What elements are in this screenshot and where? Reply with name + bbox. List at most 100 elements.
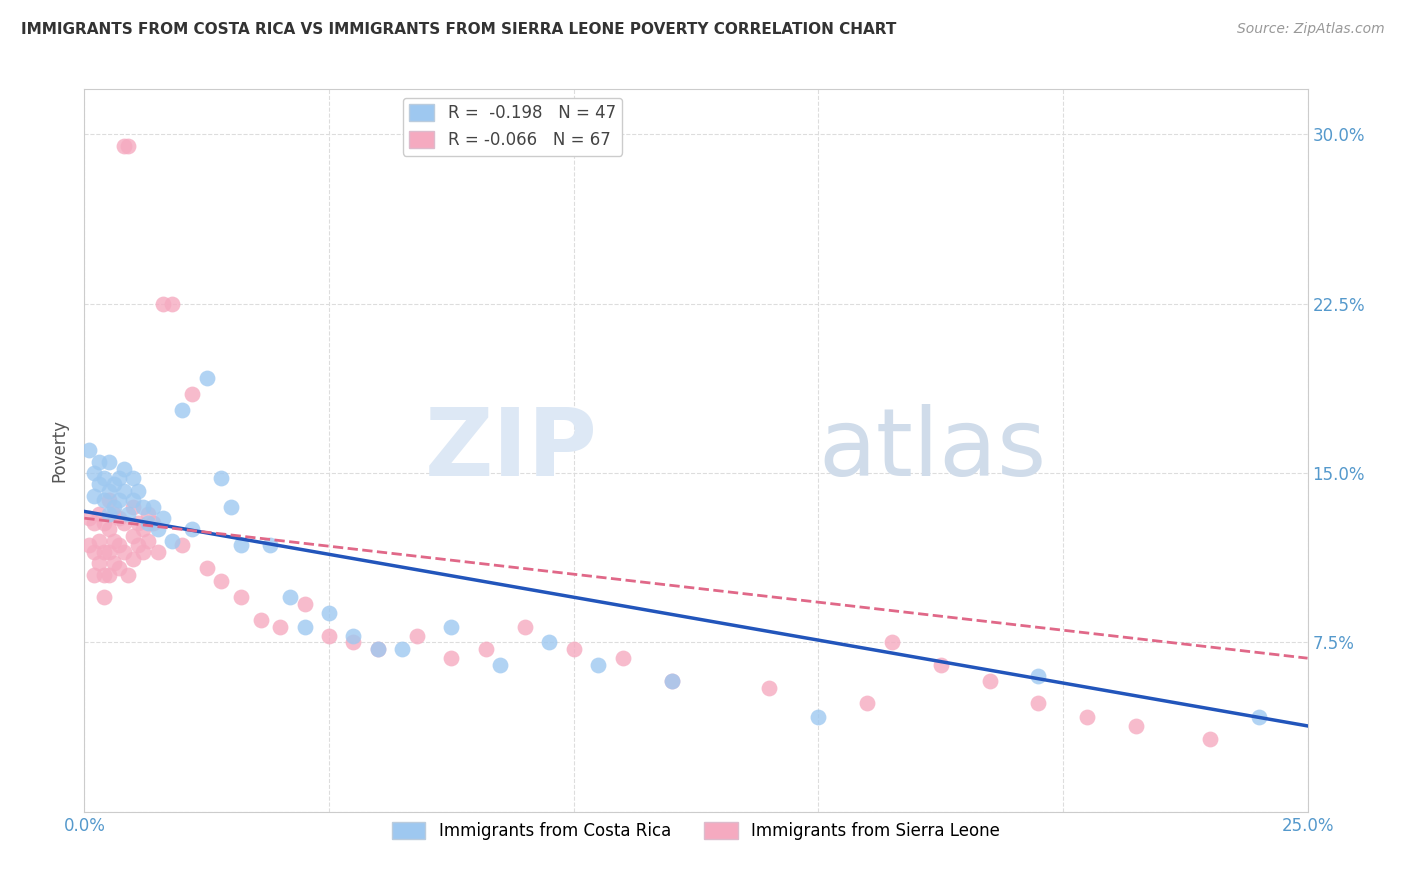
Point [122, 493, 145, 508]
Point [107, 470, 129, 484]
Point [195, 561, 218, 575]
Point [229, 591, 252, 605]
Point [87, 557, 110, 571]
Point [856, 696, 879, 710]
Point [278, 591, 301, 605]
Point [97, 567, 120, 582]
Point [342, 629, 364, 643]
Point [142, 500, 165, 514]
Point [93, 493, 115, 508]
Point [103, 507, 125, 521]
Point [136, 507, 159, 521]
Point [87, 507, 110, 521]
Point [103, 557, 125, 571]
Y-axis label: Poverty: Poverty [51, 419, 69, 482]
Point [83, 545, 105, 559]
Point [195, 371, 218, 385]
Point [97, 455, 120, 469]
Point [122, 500, 145, 514]
Point [77, 443, 100, 458]
Point [112, 138, 135, 153]
Point [87, 477, 110, 491]
Point [127, 484, 149, 499]
Point [132, 545, 155, 559]
Point [172, 538, 194, 552]
Point [342, 635, 364, 649]
Point [489, 657, 512, 672]
Point [132, 500, 155, 514]
Point [440, 619, 463, 633]
Point [1125, 719, 1147, 733]
Point [1198, 732, 1220, 747]
Text: Source: ZipAtlas.com: Source: ZipAtlas.com [1237, 22, 1385, 37]
Point [661, 673, 683, 688]
Point [538, 635, 561, 649]
Point [181, 523, 204, 537]
Point [112, 461, 135, 475]
Point [406, 629, 429, 643]
Point [1076, 710, 1098, 724]
Point [146, 523, 169, 537]
Legend: Immigrants from Costa Rica, Immigrants from Sierra Leone: Immigrants from Costa Rica, Immigrants f… [385, 815, 1007, 847]
Point [318, 629, 340, 643]
Point [112, 516, 135, 530]
Point [1247, 710, 1270, 724]
Point [107, 561, 129, 575]
Point [122, 529, 145, 543]
Point [97, 493, 120, 508]
Point [209, 574, 232, 589]
Point [122, 551, 145, 566]
Point [103, 533, 125, 548]
Point [880, 635, 903, 649]
Point [117, 567, 139, 582]
Point [586, 657, 609, 672]
Point [979, 673, 1001, 688]
Point [87, 455, 110, 469]
Point [269, 619, 291, 633]
Point [367, 642, 389, 657]
Point [229, 538, 252, 552]
Point [136, 516, 159, 530]
Point [172, 402, 194, 417]
Point [93, 567, 115, 582]
Point [612, 651, 634, 665]
Point [181, 387, 204, 401]
Point [112, 484, 135, 499]
Point [367, 642, 389, 657]
Point [1028, 696, 1050, 710]
Point [117, 138, 139, 153]
Point [1028, 669, 1050, 683]
Point [152, 511, 174, 525]
Point [93, 516, 115, 530]
Point [136, 533, 159, 548]
Text: ZIP: ZIP [425, 404, 598, 497]
Point [513, 619, 536, 633]
Point [162, 296, 184, 310]
Point [318, 606, 340, 620]
Point [97, 507, 120, 521]
Point [162, 533, 184, 548]
Point [562, 642, 585, 657]
Point [112, 545, 135, 559]
Point [107, 511, 129, 525]
Point [219, 500, 242, 514]
Point [391, 642, 413, 657]
Point [107, 538, 129, 552]
Point [661, 673, 683, 688]
Point [146, 545, 169, 559]
Point [93, 545, 115, 559]
Point [97, 484, 120, 499]
Point [474, 642, 496, 657]
Point [929, 657, 952, 672]
Point [93, 470, 115, 484]
Point [127, 538, 149, 552]
Point [77, 538, 100, 552]
Point [807, 710, 830, 724]
Point [107, 493, 129, 508]
Point [758, 681, 780, 695]
Point [103, 500, 125, 514]
Point [97, 545, 120, 559]
Point [77, 511, 100, 525]
Point [259, 538, 281, 552]
Point [103, 477, 125, 491]
